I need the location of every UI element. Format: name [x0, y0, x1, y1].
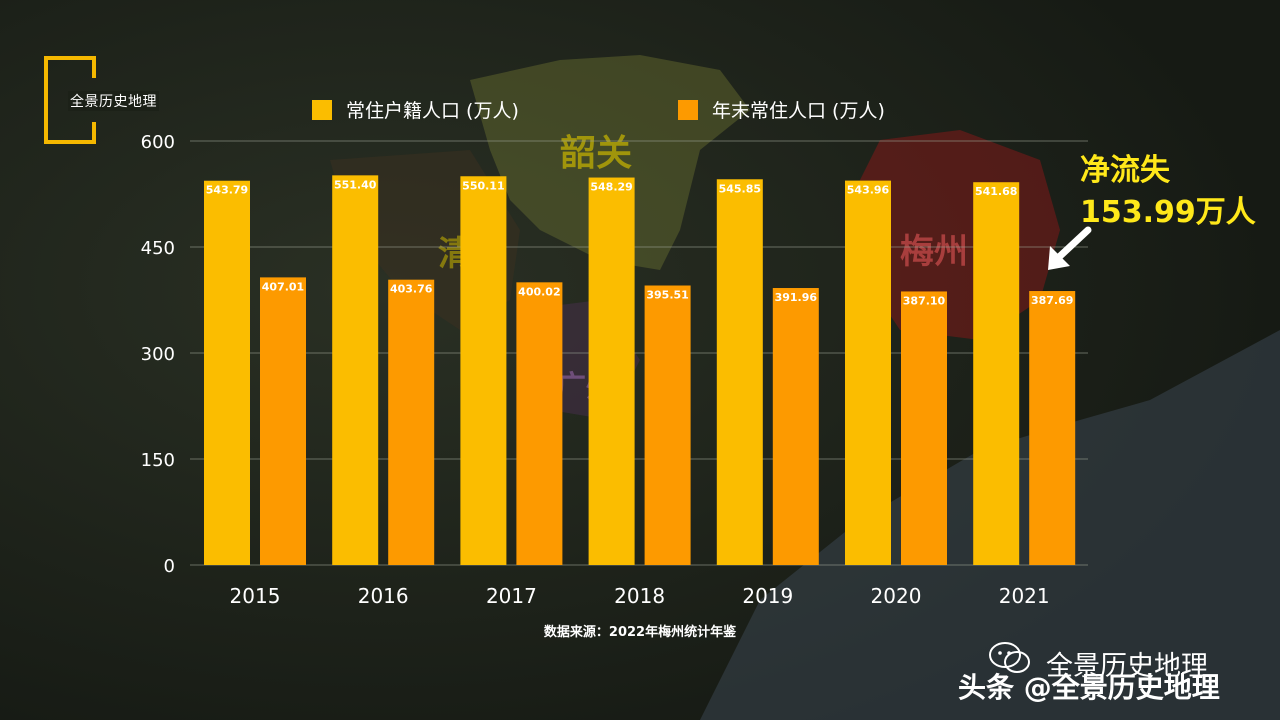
logo-frame	[44, 56, 96, 144]
legend-label: 年末常住人口 (万人)	[712, 100, 885, 122]
legend-item-registered: 常住户籍人口 (万人)	[312, 96, 519, 123]
data-label: 387.10	[903, 294, 946, 307]
data-label: 550.11	[462, 179, 504, 192]
data-label: 551.40	[334, 178, 377, 191]
y-tick-label: 450	[141, 238, 175, 259]
bar-registered	[588, 177, 635, 565]
data-label: 543.79	[206, 184, 248, 197]
arrow-down-left-icon	[1048, 226, 1092, 270]
bar-registered	[460, 176, 507, 565]
legend-swatch	[312, 99, 332, 120]
data-label: 391.96	[775, 291, 818, 304]
y-tick-label: 600	[141, 132, 175, 153]
callout-line1: 净流失	[1080, 153, 1170, 188]
bar-resident	[901, 291, 947, 565]
watermark-secondary: 头条 @全景历史地理	[958, 671, 1220, 704]
bar-resident	[644, 285, 691, 565]
y-tick-label: 0	[164, 556, 175, 577]
bar-registered	[716, 179, 763, 566]
bar-resident	[260, 277, 306, 565]
x-tick-label: 2021	[999, 584, 1050, 608]
watermark-primary: 全景历史地理	[1046, 651, 1208, 682]
data-label: 407.01	[262, 280, 304, 293]
x-tick-label: 2018	[614, 584, 665, 608]
data-label: 387.69	[1031, 294, 1073, 307]
callout-line2: 153.99万人	[1080, 195, 1256, 230]
map-label-meizhou: 梅州	[900, 232, 968, 272]
data-label: 541.68	[975, 185, 1017, 198]
legend-item-resident: 年末常住人口 (万人)	[678, 96, 885, 123]
bar-registered	[332, 175, 379, 565]
x-tick-label: 2017	[486, 584, 537, 608]
net-loss-callout: 净流失 153.99万人	[1080, 150, 1256, 234]
x-tick-label: 2016	[358, 584, 409, 608]
data-label: 395.51	[646, 289, 688, 302]
legend-label: 常住户籍人口 (万人)	[346, 100, 519, 122]
bar-resident	[516, 282, 563, 565]
legend-swatch	[678, 99, 698, 120]
x-tick-label: 2019	[742, 584, 793, 608]
x-tick-label: 2015	[230, 584, 281, 608]
bar-resident	[388, 279, 435, 565]
bar-resident	[772, 288, 819, 565]
bar-resident	[1029, 291, 1076, 565]
y-tick-label: 150	[141, 450, 175, 471]
data-label: 543.96	[847, 184, 890, 197]
bar-registered	[845, 180, 891, 565]
data-label: 548.29	[590, 181, 632, 194]
data-label: 400.02	[518, 285, 560, 298]
logo-text: 全景历史地理	[68, 91, 159, 111]
wechat-icon	[989, 642, 1030, 673]
map-label-shaoguan: 韶关	[560, 133, 633, 174]
bar-registered	[973, 182, 1020, 565]
source-note: 数据来源：2022年梅州统计年鉴	[543, 625, 737, 640]
bar-registered	[204, 180, 250, 565]
data-label: 403.76	[390, 283, 433, 296]
x-tick-label: 2020	[871, 584, 922, 608]
data-label: 545.85	[719, 182, 761, 195]
y-tick-label: 300	[141, 344, 175, 365]
